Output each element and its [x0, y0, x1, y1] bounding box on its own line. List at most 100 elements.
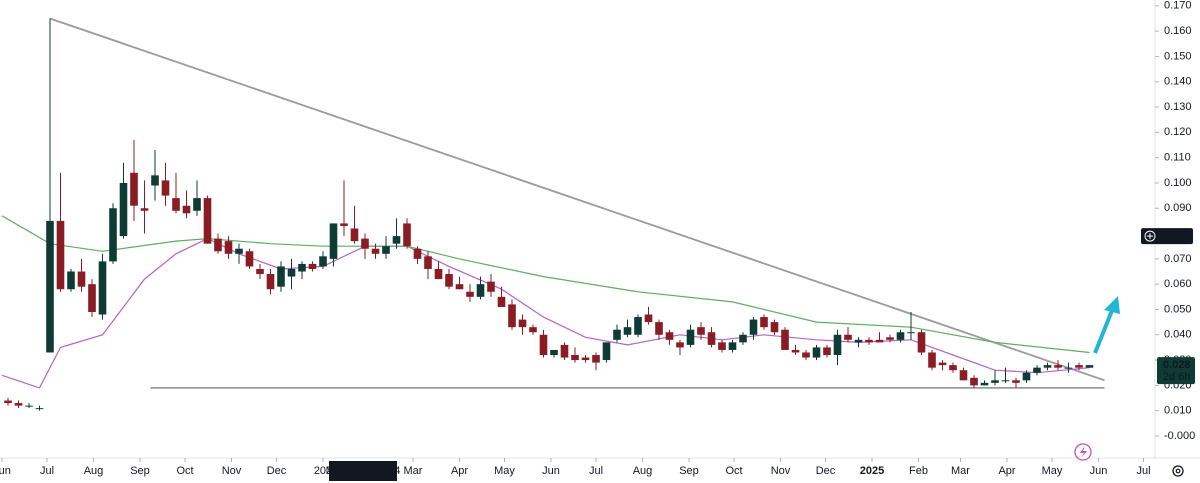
settings-icon[interactable]	[1172, 465, 1184, 477]
candle-body	[25, 405, 33, 407]
candle-body	[623, 327, 632, 335]
x-tick-label: Jun	[542, 465, 560, 477]
candle-body	[382, 246, 390, 254]
candle-body	[403, 223, 411, 247]
candle-body	[487, 281, 495, 292]
candle-body	[991, 380, 999, 383]
candle-body	[571, 355, 579, 361]
candle-body	[539, 334, 548, 356]
candle-body	[361, 238, 369, 249]
candle-body	[613, 329, 621, 340]
candle-body	[508, 304, 516, 328]
x-tick-label: Oct	[176, 465, 193, 477]
candle-body	[707, 332, 716, 345]
candle-body	[224, 241, 233, 254]
crosshair-date-label: Mon 29 Jan '24	[326, 465, 401, 477]
x-tick-label: Mar	[951, 465, 970, 477]
countdown-label: 2d 6h	[1163, 371, 1191, 383]
x-tick-label: Jul	[1136, 465, 1150, 477]
candle-body	[77, 271, 86, 287]
candle-body	[193, 198, 201, 211]
candle-body	[245, 251, 254, 267]
candle-body	[1075, 365, 1083, 368]
arrow-shaft	[1093, 307, 1115, 354]
x-tick-label: Feb	[909, 465, 928, 477]
candle-body	[35, 408, 44, 410]
candle-body	[392, 236, 401, 244]
candle-body	[592, 355, 600, 363]
candle-body	[644, 314, 653, 323]
candle-body	[109, 208, 117, 262]
candle-body	[1054, 365, 1062, 368]
candle-body	[791, 349, 800, 353]
candle-body	[1001, 380, 1010, 382]
crosshair-price-label: 0.079	[1160, 230, 1188, 242]
y-tick-label: 0.090	[1164, 202, 1192, 214]
candle-body	[56, 220, 65, 290]
lightning-icon[interactable]	[1074, 443, 1092, 461]
candle-body	[1064, 367, 1073, 369]
candle-body	[823, 347, 831, 356]
y-tick-label: 0.170	[1164, 0, 1192, 12]
x-tick-label: Aug	[633, 465, 653, 477]
candle-body	[980, 382, 989, 386]
x-tick-label: Dec	[267, 465, 287, 477]
forecast-arrow	[1093, 296, 1120, 354]
candle-body	[865, 339, 873, 343]
candle-body	[329, 223, 338, 259]
y-tick-label: 0.150	[1164, 50, 1192, 62]
price-box	[1157, 357, 1195, 385]
y-tick-label: 0.040	[1164, 329, 1192, 341]
price-label: 0.028	[1163, 359, 1191, 371]
x-tick-label: Oct	[725, 465, 742, 477]
candle-body	[266, 274, 275, 290]
icon-bolt	[1080, 446, 1087, 458]
y-tick-label: 0.100	[1164, 177, 1192, 189]
candle-body	[350, 228, 359, 242]
candle-body	[140, 208, 149, 211]
candle-body	[298, 263, 306, 272]
candle-body	[308, 263, 317, 269]
x-tick-label: Aug	[84, 465, 104, 477]
candle-body	[728, 342, 737, 350]
x-tick-label: Mar	[404, 465, 423, 477]
x-tick-label: Apr	[998, 465, 1015, 477]
candle-body	[886, 337, 894, 340]
gear-hub	[1175, 468, 1181, 474]
y-tick-label: 0.120	[1164, 126, 1192, 138]
candle-body	[875, 339, 884, 343]
candle-body	[46, 220, 54, 353]
candle-body	[781, 329, 789, 350]
x-tick-label: Nov	[222, 465, 242, 477]
trendline	[49, 17, 1105, 382]
candle-body	[424, 256, 432, 269]
candle-body	[665, 332, 674, 340]
candle-body	[844, 334, 852, 340]
candle-body	[277, 266, 285, 287]
candle-body	[130, 172, 138, 206]
x-tick-label: Jun	[1090, 465, 1108, 477]
y-tick-label: 0.110	[1164, 152, 1191, 164]
candle-body	[697, 327, 705, 335]
y-tick-label: 0.130	[1164, 101, 1192, 113]
candle-body	[812, 347, 821, 358]
x-tick-label: 202	[314, 465, 332, 477]
x-tick-label: Jul	[40, 465, 54, 477]
candle-body	[371, 248, 380, 254]
candle-body	[896, 332, 905, 340]
x-tick-label: 2025	[860, 465, 884, 477]
x-tick-label: Jun	[0, 465, 11, 477]
candle-body	[560, 344, 569, 358]
y-tick-label: 0.050	[1164, 303, 1192, 315]
candle-body	[760, 317, 768, 328]
candle-body	[214, 238, 222, 252]
x-tick-label: Apr	[451, 465, 468, 477]
candle-body	[676, 342, 684, 348]
candle-body	[686, 329, 695, 345]
candle-body	[4, 400, 12, 404]
candle-body	[581, 357, 590, 361]
candle-body	[949, 365, 957, 371]
candle-body	[802, 352, 810, 358]
candle-body	[1043, 365, 1052, 368]
